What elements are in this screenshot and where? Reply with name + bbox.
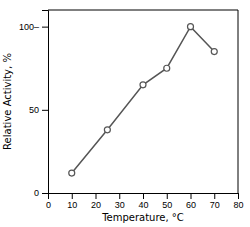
tick: 100– (19, 22, 48, 32)
tick-label: 0 (34, 188, 39, 198)
x-axis: 0 10 20 30 40 50 60 70 80 (46, 193, 244, 210)
tick: 70 (210, 193, 220, 210)
frame (48, 10, 238, 11)
tick-label: 50 (29, 105, 39, 115)
tick-mark (214, 193, 215, 199)
point (140, 82, 146, 88)
tick: 40 (138, 193, 148, 210)
tick: 50 (162, 193, 172, 210)
frame (238, 10, 239, 193)
tick-mark (167, 193, 168, 199)
tick: 10 (67, 193, 77, 210)
tick-label: 0 (46, 200, 51, 210)
tick-mark (119, 193, 120, 199)
line (72, 27, 215, 173)
point (164, 65, 170, 71)
point (104, 127, 110, 133)
axis-line (49, 194, 239, 200)
tick-label: 70 (210, 200, 220, 210)
tick-label: 100– (19, 22, 39, 32)
tick: 0 (34, 188, 48, 198)
tick: 50 (29, 105, 48, 115)
tick-mark (42, 193, 48, 194)
tick-label: 50 (162, 200, 172, 210)
tick-label: 60 (186, 200, 196, 210)
tick-label: 20 (91, 200, 101, 210)
point (69, 170, 75, 176)
tick-mark (42, 110, 48, 111)
y-axis: 0 50 100– (19, 11, 49, 199)
x-axis-title: Temperature, °C (101, 212, 184, 223)
tick-mark (143, 193, 144, 199)
tick: 20 (91, 193, 101, 210)
y-axis-title: Relative Activity, % (2, 53, 13, 150)
plot: 0 10 20 30 40 50 60 70 80 0 50 100– (19, 10, 244, 210)
tick: 80 (233, 193, 243, 210)
tick-mark (96, 193, 97, 199)
tick: 60 (186, 193, 196, 210)
tick-label: 30 (115, 200, 125, 210)
point (188, 24, 194, 30)
tick-mark (191, 193, 192, 199)
chart: 0 10 20 30 40 50 60 70 80 0 50 100– Temperature, °C R… (0, 0, 250, 227)
axis-line (42, 11, 49, 194)
tick-mark (72, 193, 73, 199)
point (211, 49, 217, 55)
tick-label: 80 (233, 200, 243, 210)
tick-mark (238, 193, 239, 199)
marks (69, 24, 218, 176)
tick-label: 40 (138, 200, 148, 210)
tick: 30 (115, 193, 125, 210)
tick-label: 10 (67, 200, 77, 210)
tick: 0 (46, 193, 51, 210)
tick-mark (42, 27, 48, 28)
